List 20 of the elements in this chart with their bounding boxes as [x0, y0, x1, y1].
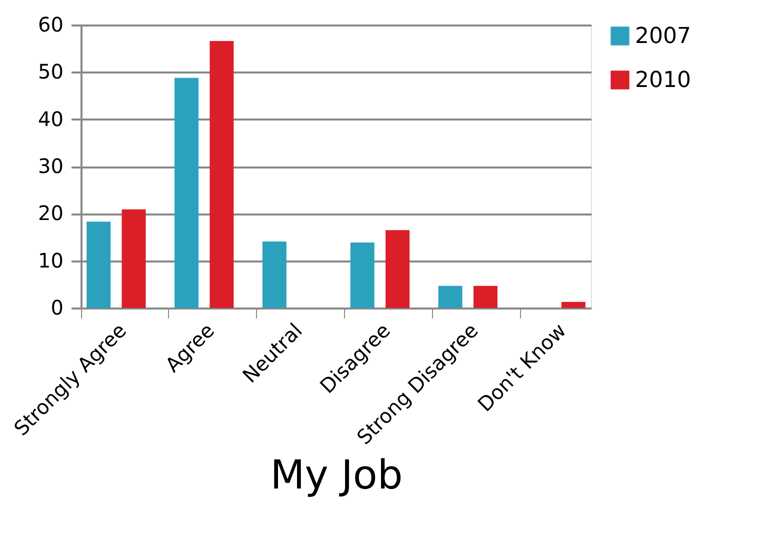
y-tick-label: 0: [50, 296, 64, 320]
bar: [210, 41, 234, 308]
y-tick-label: 50: [38, 60, 64, 84]
x-axis-title: My Job: [270, 452, 403, 498]
bar: [262, 241, 286, 308]
bar: [473, 286, 498, 308]
bar: [122, 209, 146, 308]
bar: [561, 302, 586, 308]
bar: [86, 222, 111, 308]
bar: [386, 230, 410, 308]
bar: [438, 286, 462, 308]
y-tick-label: 60: [38, 12, 64, 36]
bar: [174, 78, 199, 308]
legend-label: 2010: [635, 68, 691, 93]
legend-label: 2007: [635, 24, 691, 49]
y-tick-label: 10: [38, 248, 64, 272]
y-tick-label: 20: [38, 201, 64, 226]
y-tick-label: 30: [38, 154, 64, 178]
bar: [350, 242, 374, 308]
y-tick-label: 40: [38, 106, 64, 131]
